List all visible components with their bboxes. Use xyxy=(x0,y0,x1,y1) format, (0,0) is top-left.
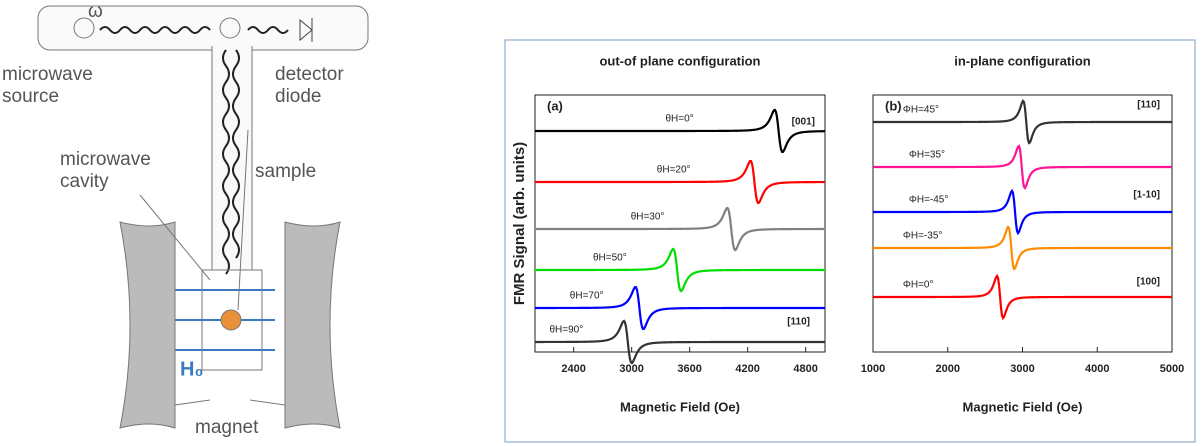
fmr-trace xyxy=(535,247,825,293)
x-tick-label: 1000 xyxy=(861,363,885,375)
x-tick-label: 2000 xyxy=(936,363,960,375)
x-tick-label: 3000 xyxy=(619,363,643,375)
fmr-trace xyxy=(873,273,1172,321)
field-label: H₀ xyxy=(180,358,203,380)
fmr-trace xyxy=(873,188,1172,236)
fmr-trace xyxy=(873,225,1172,271)
trace-label: θH=70° xyxy=(570,291,604,302)
source-label: microwave source xyxy=(2,64,93,107)
panel-label: (b) xyxy=(885,98,902,113)
fmr-trace xyxy=(873,144,1172,190)
fmr-trace xyxy=(535,160,825,205)
chart-title: in-plane configuration xyxy=(954,53,1091,68)
trace-label: ΦH=45° xyxy=(903,105,939,116)
annotation: [001] xyxy=(792,117,815,128)
fmr-trace xyxy=(535,108,826,154)
fmr-trace xyxy=(873,99,1172,145)
x-tick-label: 4800 xyxy=(793,363,817,375)
trace-label: θH=20° xyxy=(657,165,691,176)
annotation: [110] xyxy=(787,317,810,328)
trace-label: θH=30° xyxy=(631,212,665,223)
detector-label: detector diode xyxy=(275,64,344,107)
x-tick-label: 4000 xyxy=(1085,363,1109,375)
trace-label: ΦH=-45° xyxy=(909,195,949,206)
x-tick-label: 4200 xyxy=(735,363,759,375)
fmr-trace xyxy=(534,319,825,365)
trace-label: ΦH=-35° xyxy=(903,231,943,242)
annotation: [110] xyxy=(1137,100,1160,111)
fmr-trace xyxy=(535,206,825,252)
plot-frame xyxy=(534,94,826,353)
sample-label: sample xyxy=(255,161,316,182)
cavity-label: microwave cavity xyxy=(60,149,151,192)
annotation: [100] xyxy=(1137,277,1160,288)
chart-title: out-of plane configuration xyxy=(599,53,760,68)
x-axis-label: Magnetic Field (Oe) xyxy=(963,399,1083,414)
x-tick-label: 5000 xyxy=(1160,363,1184,375)
magnet-label: magnet xyxy=(195,417,259,438)
x-tick-label: 3000 xyxy=(1010,363,1034,375)
panel-label: (a) xyxy=(547,98,563,113)
trace-label: ΦH=0° xyxy=(903,280,934,291)
x-tick-label: 2400 xyxy=(561,363,585,375)
setup-diagram xyxy=(37,5,369,429)
fmr-trace xyxy=(535,285,825,331)
omega-label: ω xyxy=(88,1,103,22)
x-axis-label: Magnetic Field (Oe) xyxy=(620,399,740,414)
trace-label: θH=50° xyxy=(593,253,627,264)
trace-label: θH=90° xyxy=(550,325,584,336)
x-tick-label: 3600 xyxy=(677,363,701,375)
annotation: [1-10] xyxy=(1133,190,1160,201)
trace-label: ΦH=35° xyxy=(909,150,945,161)
trace-label: θH=0° xyxy=(666,114,694,125)
chart-frame xyxy=(504,39,1196,443)
y-axis-label: FMR Signal (arb. units) xyxy=(511,142,528,305)
